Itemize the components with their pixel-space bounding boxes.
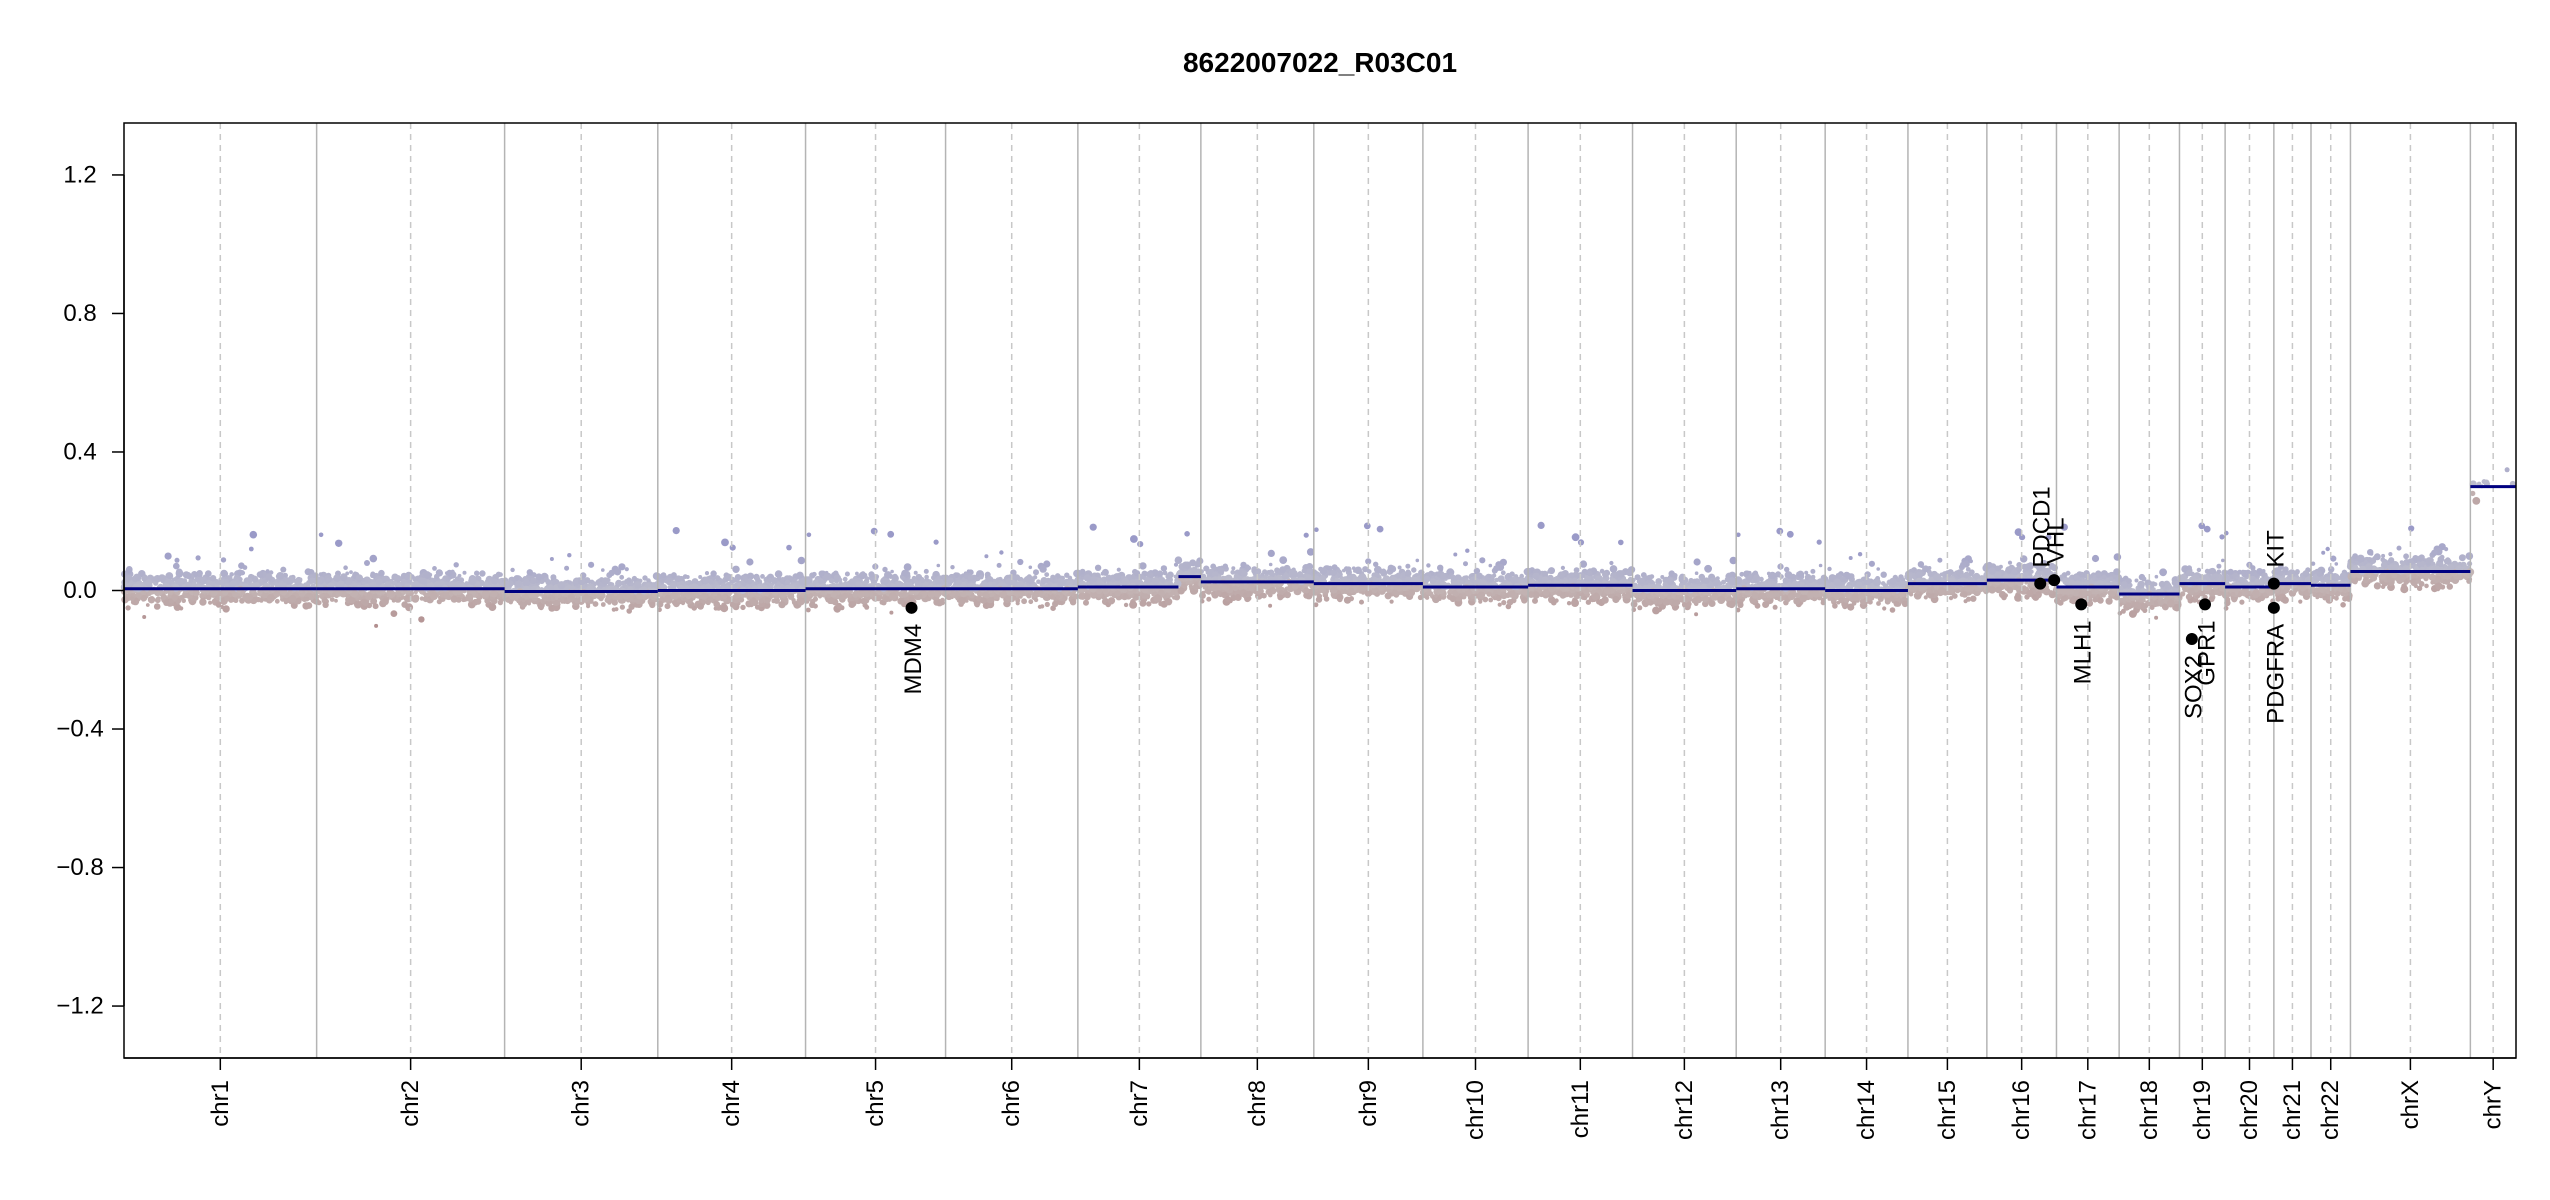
- x-tick-label: chr18: [2136, 1080, 2163, 1140]
- gene-point: [2034, 577, 2047, 590]
- gene-marker: VHL: [2043, 517, 2070, 587]
- x-tick-label: chr22: [2317, 1080, 2344, 1140]
- gene-point: [2267, 577, 2280, 590]
- gene-point: [2267, 601, 2280, 614]
- y-tick-label: 0.4: [63, 438, 96, 465]
- probe-points-chr1: [120, 530, 320, 619]
- y-tick-label: 0.0: [63, 577, 96, 604]
- x-tick-label: chr7: [1126, 1080, 1153, 1127]
- gene-marker: PDGFRA: [2262, 601, 2289, 724]
- gene-label: PDGFRA: [2262, 624, 2289, 724]
- x-tick-label: chr19: [2189, 1080, 2216, 1140]
- x-tick-label: chr13: [1767, 1080, 1794, 1140]
- gene-markers-layer: MDM4PDCD1VHLMLH1SOX2GPR1KITPDGFRAEGFREGF…: [900, 486, 2289, 724]
- x-tick-label: chr10: [1462, 1080, 1489, 1140]
- probe-points-chr4: [654, 527, 810, 613]
- probe-points-layer: [120, 467, 2516, 628]
- x-axis: chr1 chr2 chr3 chr4 chr5 chr6 chr7 chr8 chr9 chr1…: [124, 1057, 2516, 1140]
- gene-label: PDCD1: [2029, 486, 2056, 567]
- gene-marker: MDM4: [900, 601, 927, 695]
- probe-points-chr14: [1821, 552, 1911, 613]
- x-tick-label: chr16: [2008, 1080, 2035, 1140]
- y-tick-label: −0.8: [56, 854, 103, 881]
- gene-label: GPR1: [2194, 620, 2221, 685]
- gene-point: [2048, 574, 2061, 587]
- gene-label: MLH1: [2070, 620, 2097, 684]
- x-tick-label: chr11: [1567, 1080, 1594, 1138]
- segment-lines-layer: [124, 485, 2516, 596]
- gene-marker: SOX2: [2180, 632, 2207, 719]
- gene-marker: KIT: [2262, 530, 2289, 590]
- gene-point: [2075, 598, 2088, 611]
- gene-label: SOX2: [2180, 655, 2207, 719]
- gene-marker: GPR1: [2194, 598, 2221, 686]
- x-tick-label: chrY: [2480, 1080, 2507, 1129]
- y-tick-label: 1.2: [63, 161, 96, 188]
- x-tick-label: chr15: [1934, 1080, 1961, 1140]
- x-tick-label: chr3: [568, 1080, 595, 1127]
- x-tick-label: chr4: [718, 1080, 745, 1127]
- y-axis: −1.2 −0.8 −0.4 0.0 0.4 0.8 1.2: [56, 161, 125, 1020]
- x-tick-label: chr14: [1853, 1080, 1880, 1140]
- y-tick-label: −0.4: [56, 716, 103, 743]
- x-tick-label: chr17: [2074, 1080, 2101, 1140]
- x-tick-label: chr9: [1355, 1080, 1382, 1127]
- gene-label: KIT: [2262, 530, 2289, 568]
- y-tick-label: 0.8: [63, 300, 96, 327]
- x-tick-label: chrX: [2397, 1080, 2424, 1129]
- probe-points-chrX: [2346, 525, 2475, 594]
- chromosome-lines-layer: [219, 123, 2494, 1058]
- x-tick-label: chr1: [207, 1080, 234, 1127]
- x-tick-label: chr2: [397, 1080, 424, 1127]
- x-tick-label: chr6: [998, 1080, 1025, 1127]
- gene-label: MDM4: [900, 624, 927, 695]
- chart-title: 8622007022_R03C01: [1183, 47, 1457, 78]
- x-tick-label: chr21: [2279, 1080, 2306, 1140]
- gene-marker: MLH1: [2070, 598, 2097, 684]
- x-tick-label: chr8: [1244, 1080, 1271, 1127]
- gene-marker: PDCD1: [2029, 486, 2056, 590]
- gene-point: [2185, 632, 2198, 645]
- x-tick-label: chr5: [862, 1080, 889, 1127]
- gene-point: [2199, 598, 2212, 611]
- x-tick-label: chr12: [1671, 1080, 1698, 1140]
- gene-label: VHL: [2043, 517, 2070, 564]
- probe-points-chr3: [501, 553, 661, 614]
- y-tick-label: −1.2: [56, 993, 103, 1020]
- x-tick-label: chr20: [2236, 1080, 2263, 1140]
- gene-point: [905, 601, 918, 614]
